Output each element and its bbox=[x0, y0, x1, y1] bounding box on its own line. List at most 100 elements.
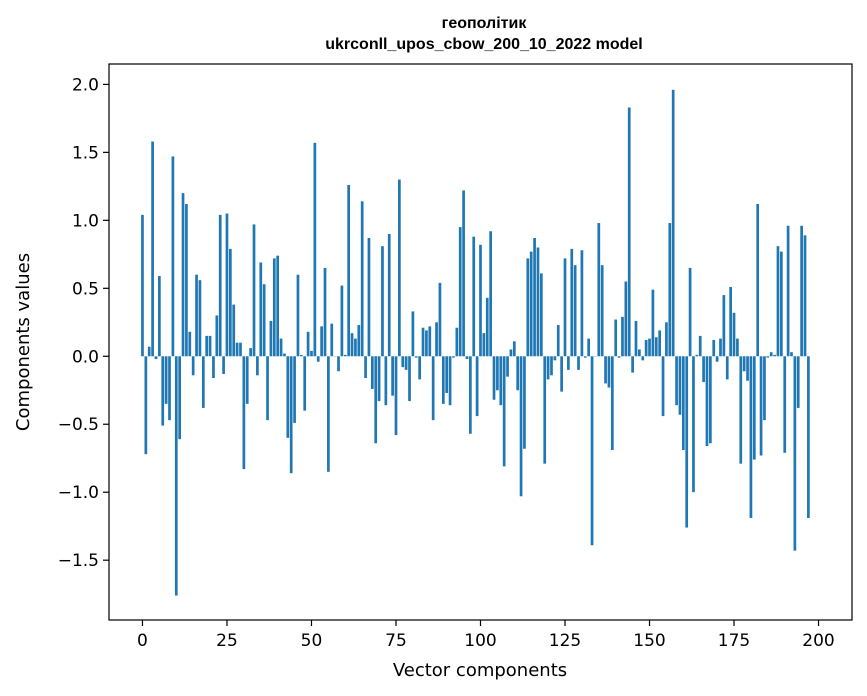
bar-27 bbox=[232, 304, 236, 357]
bar-10 bbox=[174, 356, 178, 596]
bar-82 bbox=[418, 356, 421, 380]
bar-32 bbox=[249, 348, 252, 357]
bar-46 bbox=[296, 274, 300, 357]
bar-22 bbox=[215, 315, 219, 357]
bar-164 bbox=[695, 354, 699, 357]
bar-15 bbox=[191, 356, 195, 376]
bar-165 bbox=[698, 335, 702, 357]
bar-17 bbox=[198, 280, 202, 357]
bar-97 bbox=[469, 356, 472, 434]
bar-60 bbox=[343, 354, 347, 357]
x-tick-label: 150 bbox=[633, 631, 665, 651]
bar-40 bbox=[276, 255, 280, 357]
bar-127 bbox=[570, 248, 574, 357]
bar-169 bbox=[712, 339, 716, 357]
x-tick-label: 0 bbox=[137, 631, 148, 651]
bar-6 bbox=[161, 356, 165, 426]
bar-176 bbox=[736, 338, 739, 357]
bar-133 bbox=[590, 356, 594, 546]
bar-85 bbox=[428, 326, 432, 357]
bar-26 bbox=[229, 248, 232, 357]
bar-140 bbox=[614, 319, 618, 357]
bar-159 bbox=[678, 356, 682, 415]
bar-108 bbox=[506, 356, 509, 377]
bar-68 bbox=[370, 356, 374, 389]
bar-106 bbox=[499, 356, 503, 406]
x-tick-label: 50 bbox=[301, 631, 323, 651]
bar-36 bbox=[262, 284, 266, 357]
bar-120 bbox=[546, 356, 550, 380]
x-tick-label: 175 bbox=[718, 631, 750, 651]
bar-185 bbox=[766, 356, 770, 358]
bar-135 bbox=[597, 223, 601, 357]
bar-13 bbox=[185, 204, 188, 357]
bar-174 bbox=[729, 286, 732, 357]
bar-63 bbox=[354, 338, 357, 357]
bar-8 bbox=[168, 356, 171, 421]
bar-42 bbox=[283, 353, 286, 357]
bar-83 bbox=[421, 327, 425, 357]
bar-44 bbox=[289, 356, 293, 474]
bar-111 bbox=[516, 356, 520, 391]
bar-162 bbox=[688, 267, 692, 357]
bar-81 bbox=[414, 356, 418, 358]
bar-34 bbox=[256, 356, 259, 376]
bar-189 bbox=[780, 251, 783, 357]
x-axis-ticks: 0 25 50 75 100 125 150 175 200 bbox=[137, 620, 835, 651]
y-axis-label: Components values bbox=[13, 253, 34, 431]
bar-51 bbox=[313, 142, 317, 357]
bar-179 bbox=[746, 356, 749, 381]
bar-20 bbox=[208, 335, 212, 357]
bar-117 bbox=[536, 247, 540, 357]
y-axis-ticks: −1.5 −1.0 −0.5 0.0 0.5 1.0 1.5 2.0 bbox=[58, 75, 109, 571]
bar-130 bbox=[580, 250, 584, 357]
bar-180 bbox=[749, 356, 753, 519]
bar-100 bbox=[479, 244, 482, 357]
y-tick-label: −1.0 bbox=[58, 483, 99, 503]
bar-172 bbox=[722, 295, 726, 357]
bar-115 bbox=[529, 251, 533, 357]
bar-109 bbox=[509, 349, 513, 357]
bar-192 bbox=[790, 352, 793, 357]
bar-56 bbox=[330, 323, 334, 357]
bar-2 bbox=[147, 346, 151, 357]
bar-197 bbox=[807, 356, 810, 519]
bar-41 bbox=[279, 338, 283, 357]
y-tick-label: 0.5 bbox=[72, 279, 99, 299]
y-tick-label: 2.0 bbox=[72, 75, 99, 95]
bar-103 bbox=[489, 231, 492, 357]
bar-149 bbox=[644, 339, 648, 357]
bar-188 bbox=[776, 246, 780, 357]
bar-163 bbox=[692, 356, 695, 493]
bar-23 bbox=[218, 214, 222, 357]
bar-7 bbox=[164, 356, 168, 404]
chart-title-line1: геополітик bbox=[442, 15, 528, 32]
bar-43 bbox=[286, 356, 290, 438]
bar-30 bbox=[242, 356, 246, 470]
x-tick-label: 200 bbox=[802, 631, 834, 651]
bar-91 bbox=[448, 356, 452, 406]
bar-170 bbox=[715, 356, 719, 362]
bar-131 bbox=[583, 356, 587, 358]
bar-74 bbox=[391, 356, 394, 396]
bar-67 bbox=[367, 238, 371, 357]
chart-title-line2: ukrconll_upos_cbow_200_10_2022 model bbox=[325, 36, 642, 53]
bar-70 bbox=[377, 356, 381, 402]
x-tick-label: 100 bbox=[464, 631, 496, 651]
bar-24 bbox=[222, 356, 225, 374]
bar-77 bbox=[401, 356, 405, 368]
bar-25 bbox=[225, 213, 229, 357]
bar-37 bbox=[266, 356, 269, 421]
bar-59 bbox=[340, 285, 344, 357]
bar-95 bbox=[462, 190, 465, 357]
bar-19 bbox=[205, 335, 209, 357]
bar-0 bbox=[141, 214, 144, 357]
bar-151 bbox=[651, 289, 655, 357]
bar-66 bbox=[364, 356, 367, 379]
bar-65 bbox=[360, 201, 364, 357]
bar-50 bbox=[310, 350, 313, 357]
bar-129 bbox=[577, 356, 580, 370]
bar-190 bbox=[783, 356, 787, 453]
bar-142 bbox=[621, 316, 624, 357]
bar-75 bbox=[394, 356, 398, 436]
